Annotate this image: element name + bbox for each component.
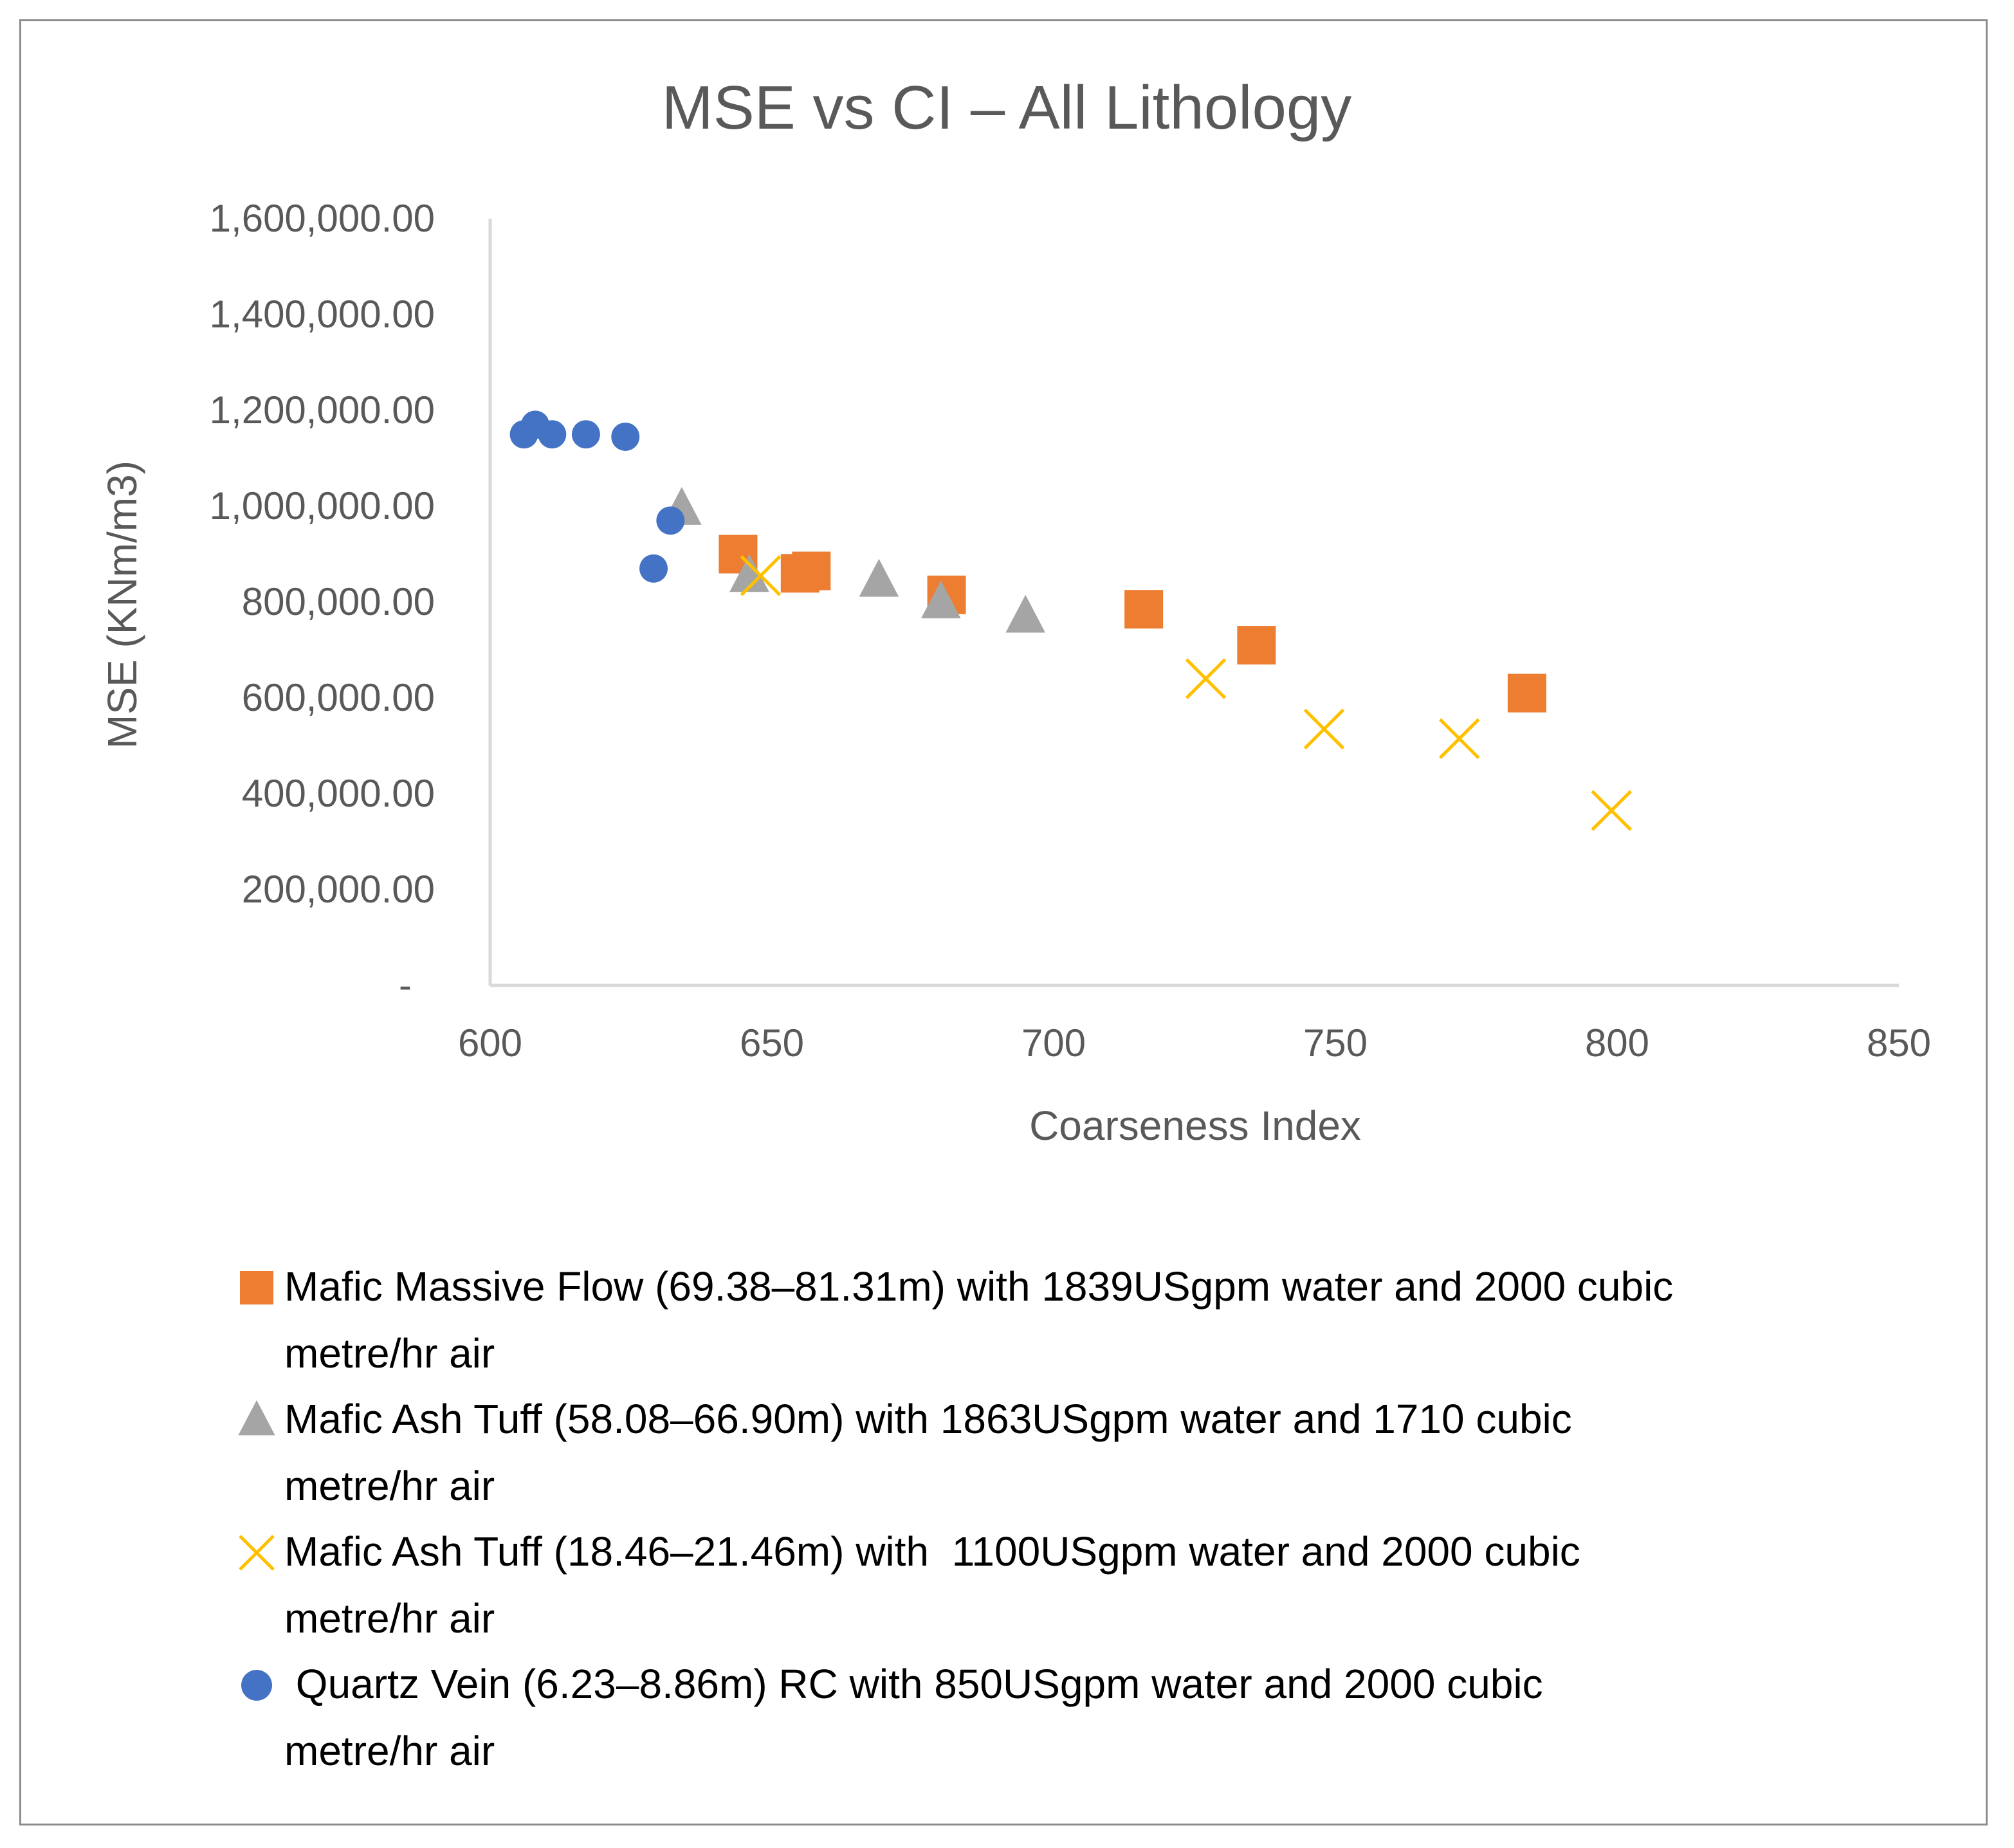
legend-label: Mafic Ash Tuff (58.08–66.90m) with 1863U… bbox=[284, 1396, 1572, 1442]
data-point-square bbox=[1507, 673, 1546, 713]
data-point-square bbox=[1237, 626, 1276, 665]
series-4 bbox=[509, 410, 685, 583]
legend-label: metre/hr air bbox=[284, 1728, 495, 1774]
x-tick-label: 650 bbox=[740, 1021, 804, 1065]
legend-entry: Mafic Ash Tuff (18.46–21.46m) with 1100U… bbox=[239, 1528, 1580, 1642]
y-tick-labels: - 200,000.00 400,000.00 600,000.00 800,000.0… bbox=[210, 197, 435, 1007]
x-tick-label: 850 bbox=[1867, 1021, 1931, 1065]
legend-entry: Mafic Ash Tuff (58.08–66.90m) with 1863U… bbox=[238, 1396, 1572, 1509]
data-point-triangle bbox=[729, 554, 769, 592]
legend-entry: Mafic Massive Flow (69.38–81.31m) with 1… bbox=[240, 1263, 1673, 1377]
series-2 bbox=[662, 487, 1045, 633]
data-point-circle bbox=[656, 506, 685, 535]
y-tick-label: 1,400,000.00 bbox=[210, 293, 435, 336]
chart-frame bbox=[19, 19, 1988, 1825]
data-point-circle bbox=[538, 420, 567, 449]
series-3 bbox=[740, 555, 1633, 831]
legend-label: metre/hr air bbox=[284, 1595, 495, 1642]
data-point-square bbox=[792, 551, 831, 590]
x-tick-labels: 600 650 700 750 800 850 bbox=[458, 1021, 1931, 1065]
legend-marker-x bbox=[239, 1535, 275, 1571]
data-point-triangle bbox=[859, 558, 899, 597]
legend: Mafic Massive Flow (69.38–81.31m) with 1… bbox=[238, 1263, 1673, 1774]
x-tick-label: 700 bbox=[1021, 1021, 1086, 1065]
legend-marker-square bbox=[240, 1271, 273, 1304]
y-tick-label: - bbox=[399, 964, 412, 1007]
x-tick-label: 600 bbox=[458, 1021, 522, 1065]
data-point-x bbox=[1438, 718, 1480, 760]
y-tick-label: 400,000.00 bbox=[242, 772, 435, 815]
y-tick-label: 1,200,000.00 bbox=[210, 389, 435, 432]
data-point-x bbox=[740, 555, 782, 596]
y-tick-label: 1,600,000.00 bbox=[210, 197, 435, 240]
legend-marker-circle bbox=[241, 1670, 272, 1701]
x-axis-title: Coarseness Index bbox=[1029, 1102, 1361, 1149]
data-point-triangle bbox=[1005, 594, 1045, 633]
legend-label: Quartz Vein (6.23–8.86m) RC with 850USgp… bbox=[284, 1661, 1543, 1707]
y-tick-label: 1,000,000.00 bbox=[210, 484, 435, 527]
data-point-square bbox=[1124, 590, 1164, 629]
data-point-x bbox=[1591, 790, 1633, 831]
x-tick-label: 800 bbox=[1585, 1021, 1649, 1065]
legend-label: Mafic Massive Flow (69.38–81.31m) with 1… bbox=[284, 1263, 1673, 1310]
legend-label: metre/hr air bbox=[284, 1463, 495, 1509]
y-tick-label: 600,000.00 bbox=[242, 676, 435, 719]
data-point-triangle bbox=[921, 580, 961, 619]
data-point-circle bbox=[571, 420, 600, 449]
y-axis-title: MSE (KNm/m3) bbox=[99, 461, 145, 749]
legend-label: Mafic Ash Tuff (18.46–21.46m) with 1100U… bbox=[284, 1528, 1580, 1575]
plot-area bbox=[509, 410, 1633, 831]
legend-marker-triangle bbox=[238, 1400, 275, 1436]
series-1 bbox=[719, 535, 1546, 713]
legend-label: metre/hr air bbox=[284, 1330, 495, 1377]
y-tick-label: 200,000.00 bbox=[242, 868, 435, 911]
x-tick-label: 750 bbox=[1303, 1021, 1368, 1065]
legend-entry: Quartz Vein (6.23–8.86m) RC with 850USgp… bbox=[241, 1661, 1543, 1774]
data-point-x bbox=[1185, 658, 1227, 699]
data-point-x bbox=[1303, 708, 1345, 750]
data-point-circle bbox=[611, 422, 640, 451]
chart-title: MSE vs CI – All Lithology bbox=[662, 73, 1351, 142]
data-point-circle bbox=[639, 554, 668, 583]
y-tick-label: 800,000.00 bbox=[242, 580, 435, 623]
